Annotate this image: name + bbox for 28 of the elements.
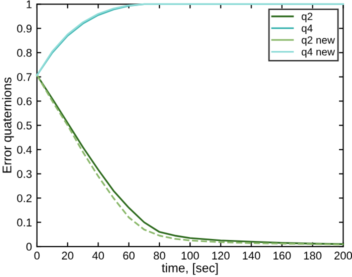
x-tick-label: 200: [334, 252, 352, 260]
legend-label: q4: [302, 24, 313, 34]
x-tick-label: 100: [182, 252, 199, 260]
y-tick-label: 0.1: [17, 218, 32, 226]
x-tick-label: 0: [34, 252, 40, 260]
x-tick-label: 20: [62, 252, 74, 260]
y-tick-label: 0.2: [17, 194, 32, 202]
legend-label: q2: [302, 12, 312, 22]
x-tick-label: 80: [154, 252, 166, 260]
y-tick-label: 0.3: [17, 170, 32, 178]
x-tick-label: 180: [304, 252, 322, 260]
x-tick-label: 160: [274, 252, 291, 260]
y-tick-label: 0.4: [17, 146, 32, 154]
x-tick-label: 40: [92, 252, 104, 260]
legend-label: q4 new: [302, 48, 335, 58]
legend-label: q2 new: [302, 36, 335, 46]
y-tick-label: 1: [26, 0, 32, 8]
y-tick-label: 0: [26, 242, 32, 251]
x-tick-label: 140: [242, 252, 260, 260]
y-tick-label: 0.8: [17, 48, 32, 57]
y-tick-label: 0.5: [17, 122, 32, 130]
y-axis-title: Error quaternions: [2, 78, 14, 173]
x-tick-label: 60: [123, 252, 135, 260]
x-axis-title: time, [sec]: [162, 263, 218, 275]
y-tick-label: 0.6: [17, 97, 32, 106]
y-tick-label: 0.7: [17, 73, 32, 82]
y-tick-label: 0.9: [17, 24, 32, 33]
x-tick-label: 120: [212, 252, 230, 260]
